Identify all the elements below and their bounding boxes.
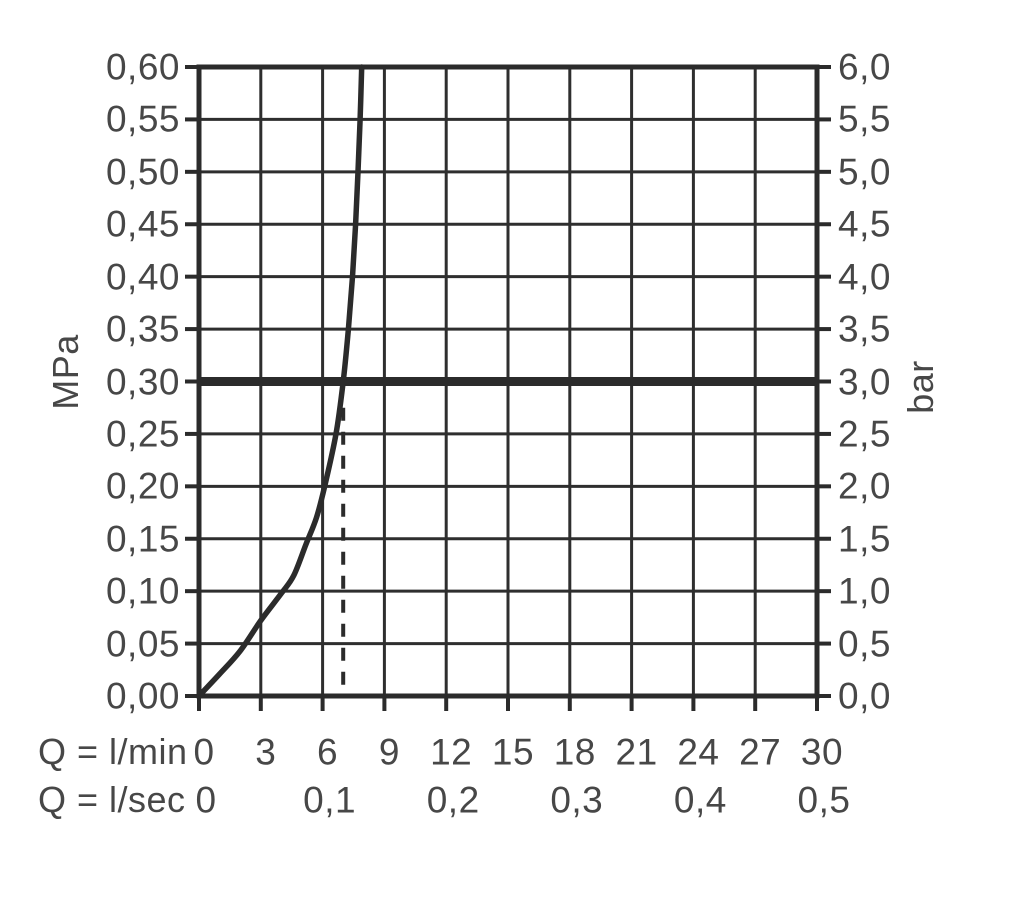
y-right-tick-label: 5,5: [838, 98, 891, 140]
x-lmin-tick-label: 30: [800, 731, 844, 773]
y-left-tick-label: 0,50: [105, 151, 180, 193]
y-left-tick-label: 0,15: [105, 518, 180, 560]
y-left-tick-label: 0,05: [105, 623, 180, 665]
x-lsec-tick-label: 0,4: [673, 779, 727, 821]
x-lmin-tick-label: 9: [378, 731, 400, 773]
y-left-tick-label: 0,35: [105, 308, 180, 350]
y-left-tick-label: 0,60: [105, 46, 180, 88]
x-lmin-tick-label: 27: [739, 731, 782, 773]
y-right-tick-label: 3,5: [838, 308, 891, 350]
y-left-tick-label: 0,40: [105, 256, 180, 298]
y-axis-left-title: MPa: [45, 334, 86, 410]
y-left-tick-label: 0,00: [105, 675, 180, 717]
x-lsec-tick-label: 0,2: [426, 779, 480, 821]
y-left-tick-label: 0,55: [105, 98, 180, 140]
x-lsec-tick-label: 0,3: [550, 779, 604, 821]
x-axis-lsec-title: Q = l/sec: [38, 779, 186, 820]
y-left-tick-label: 0,25: [105, 413, 180, 455]
y-left-tick-label: 0,45: [105, 203, 180, 245]
x-lsec-tick-label: 0,1: [303, 779, 357, 821]
x-lmin-tick-label: 3: [255, 731, 277, 773]
x-lsec-tick-label: 0,5: [797, 779, 851, 821]
y-right-tick-label: 2,0: [838, 465, 891, 507]
y-axis-right-title: bar: [900, 360, 941, 414]
x-lmin-tick-label: 6: [317, 731, 339, 773]
y-right-tick-label: 6,0: [838, 46, 891, 88]
x-lmin-tick-label: 18: [553, 731, 596, 773]
y-right-tick-label: 2,5: [838, 413, 891, 455]
y-right-tick-label: 4,5: [838, 203, 891, 245]
y-right-tick-label: 3,0: [838, 361, 891, 402]
x-lmin-tick-label: 0: [193, 731, 215, 773]
y-left-tick-label: 0,30: [105, 361, 180, 402]
flow-curve: [196, 64, 365, 699]
x-lmin-tick-label: 12: [430, 731, 473, 773]
y-left-tick-label: 0,20: [105, 465, 180, 507]
y-left-tick-label: 0,10: [105, 570, 180, 612]
y-right-tick-label: 0,5: [838, 623, 891, 665]
x-axis-lmin-title: Q = l/min: [38, 731, 188, 772]
y-right-tick-label: 5,0: [838, 151, 891, 193]
y-right-tick-label: 4,0: [838, 256, 891, 298]
y-right-tick-label: 1,5: [838, 518, 891, 560]
x-lmin-tick-label: 21: [615, 731, 658, 773]
x-lmin-tick-label: 24: [677, 731, 720, 773]
y-right-tick-label: 0,0: [838, 675, 891, 717]
y-right-tick-label: 1,0: [838, 570, 891, 612]
x-lmin-tick-label: 15: [491, 731, 535, 773]
x-lsec-tick-label: 0: [195, 779, 217, 821]
